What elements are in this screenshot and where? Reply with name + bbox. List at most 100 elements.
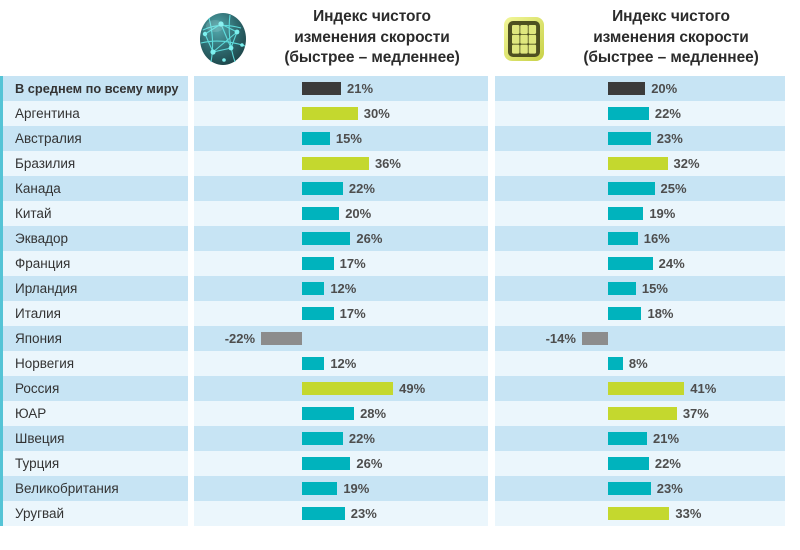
mobile-speed-cell: 24% xyxy=(495,251,785,276)
fixed-speed-cell: 28% xyxy=(194,401,488,426)
country-label: Турция xyxy=(0,451,188,476)
header-title-line-2: изменения скорости xyxy=(294,28,450,46)
table-row: Австралия 15% 23% xyxy=(0,126,790,151)
fixed-speed-cell: 36% xyxy=(194,151,488,176)
value-bar xyxy=(302,457,351,470)
value-bar xyxy=(608,282,636,295)
value-bar xyxy=(302,407,355,420)
table-row: Япония -22% -14% xyxy=(0,326,790,351)
header-column-fixed: Индекс чистого изменения скорости (быстр… xyxy=(194,0,488,76)
value-bar xyxy=(608,182,655,195)
value-bar xyxy=(608,382,685,395)
value-bar xyxy=(302,432,343,445)
value-bar xyxy=(302,132,330,145)
value-bar xyxy=(302,232,351,245)
value-label: 24% xyxy=(658,256,685,271)
value-label: 36% xyxy=(374,156,401,171)
value-label: 16% xyxy=(643,231,670,246)
value-bar xyxy=(302,157,369,170)
fixed-speed-cell: 12% xyxy=(194,276,488,301)
value-bar xyxy=(608,432,648,445)
value-label: 19% xyxy=(649,206,676,221)
value-label: 8% xyxy=(628,356,648,371)
value-bar xyxy=(302,307,334,320)
fixed-speed-cell: 49% xyxy=(194,376,488,401)
country-label: Россия xyxy=(0,376,188,401)
value-label: 15% xyxy=(335,131,362,146)
country-speed-table: В среднем по всему миру 21% 20% Аргентина 30… xyxy=(0,76,800,550)
value-bar xyxy=(608,357,623,370)
header-title-line-2: изменения скорости xyxy=(593,28,749,46)
fixed-speed-cell: 23% xyxy=(194,501,488,526)
country-label: Уругвай xyxy=(0,501,188,526)
mobile-speed-cell: 15% xyxy=(495,276,785,301)
value-bar xyxy=(302,507,345,520)
country-label: ЮАР xyxy=(0,401,188,426)
value-bar xyxy=(608,307,642,320)
country-label: Великобритания xyxy=(0,476,188,501)
table-row: Бразилия 36% 32% xyxy=(0,151,790,176)
value-bar xyxy=(302,382,394,395)
country-label: Италия xyxy=(0,301,188,326)
value-bar xyxy=(608,157,668,170)
table-row: Великобритания 19% 23% xyxy=(0,476,790,501)
value-label: 21% xyxy=(653,431,680,446)
country-label: Канада xyxy=(0,176,188,201)
header-title-line-1: Индекс чистого xyxy=(612,8,730,26)
table-row: Канада 22% 25% xyxy=(0,176,790,201)
table-row: Аргентина 30% 22% xyxy=(0,101,790,126)
mobile-speed-cell: 23% xyxy=(495,476,785,501)
mobile-speed-cell: 22% xyxy=(495,101,785,126)
country-label: Китай xyxy=(0,201,188,226)
table-row: Италия 17% 18% xyxy=(0,301,790,326)
value-bar xyxy=(302,357,325,370)
value-label: 22% xyxy=(348,431,375,446)
value-label: -14% xyxy=(545,331,576,346)
value-bar xyxy=(608,132,651,145)
fixed-speed-cell: 30% xyxy=(194,101,488,126)
mobile-speed-cell: 33% xyxy=(495,501,785,526)
value-bar xyxy=(608,207,644,220)
mobile-speed-cell: 22% xyxy=(495,451,785,476)
value-label: 15% xyxy=(641,281,668,296)
table-row: ЮАР 28% 37% xyxy=(0,401,790,426)
value-bar xyxy=(581,332,608,345)
fixed-speed-cell: 17% xyxy=(194,251,488,276)
value-bar xyxy=(608,507,670,520)
mobile-speed-cell: 41% xyxy=(495,376,785,401)
value-bar xyxy=(302,207,340,220)
table-row: Эквадор 26% 16% xyxy=(0,226,790,251)
footer-spacer xyxy=(0,526,800,550)
value-bar xyxy=(608,82,646,95)
country-label: Ирландия xyxy=(0,276,188,301)
value-bar xyxy=(608,232,638,245)
country-label: Норвегия xyxy=(0,351,188,376)
value-label: -22% xyxy=(224,331,256,346)
table-row: Уругвай 23% 33% xyxy=(0,501,790,526)
value-bar xyxy=(302,282,325,295)
value-label: 12% xyxy=(330,281,357,296)
table-row: В среднем по всему миру 21% 20% xyxy=(0,76,790,101)
value-label: 23% xyxy=(350,506,377,521)
fixed-speed-cell: 21% xyxy=(194,76,488,101)
value-label: 21% xyxy=(347,81,374,96)
table-row: Швеция 22% 21% xyxy=(0,426,790,451)
value-bar xyxy=(261,332,302,345)
mobile-speed-cell: 37% xyxy=(495,401,785,426)
country-label: Эквадор xyxy=(0,226,188,251)
value-bar xyxy=(302,107,358,120)
value-label: 49% xyxy=(399,381,426,396)
value-label: 37% xyxy=(682,406,709,421)
header-title-mobile: Индекс чистого изменения скорости (быстр… xyxy=(557,7,785,69)
country-label: Австралия xyxy=(0,126,188,151)
globe-network-icon xyxy=(194,8,250,68)
value-label: 23% xyxy=(656,131,683,146)
mobile-speed-cell: -14% xyxy=(495,326,785,351)
value-label: 17% xyxy=(339,256,366,271)
value-label: 18% xyxy=(647,306,674,321)
value-label: 20% xyxy=(345,206,372,221)
fixed-speed-cell: 12% xyxy=(194,351,488,376)
mobile-speed-cell: 20% xyxy=(495,76,785,101)
country-label: Аргентина xyxy=(0,101,188,126)
